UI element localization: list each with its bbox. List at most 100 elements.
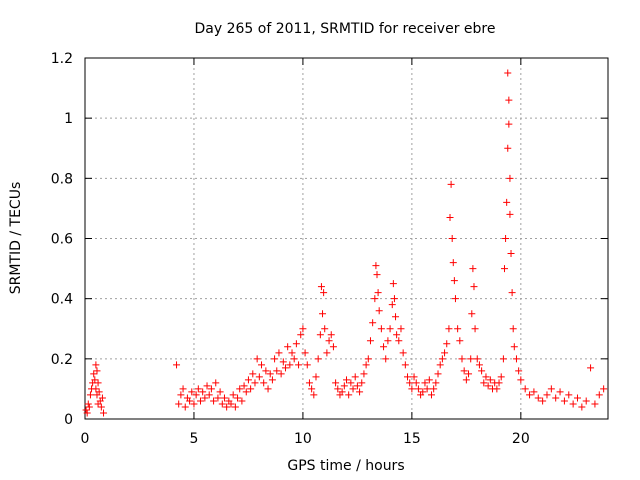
data-point	[473, 355, 481, 363]
data-point	[499, 355, 507, 363]
data-point	[386, 325, 394, 333]
data-point	[97, 403, 105, 411]
data-point	[521, 385, 529, 393]
data-point	[506, 174, 514, 182]
data-point	[190, 400, 198, 408]
data-point	[446, 213, 454, 221]
data-point	[468, 310, 476, 318]
data-point	[92, 361, 100, 369]
data-point	[264, 385, 272, 393]
x-tick-label: 15	[403, 431, 421, 447]
data-point	[478, 367, 486, 375]
data-point	[556, 388, 564, 396]
data-point	[369, 319, 377, 327]
data-point	[284, 343, 292, 351]
data-point	[84, 400, 92, 408]
data-point	[262, 367, 270, 375]
data-point	[253, 355, 261, 363]
data-point	[460, 367, 468, 375]
data-point	[251, 379, 259, 387]
y-axis: 0 0.2 0.4 0.6 0.8 1 1.2	[51, 51, 608, 428]
data-point	[360, 370, 368, 378]
data-point	[196, 397, 204, 405]
data-point	[353, 382, 361, 390]
data-point	[82, 406, 90, 414]
data-point	[95, 388, 103, 396]
data-point	[512, 355, 520, 363]
data-point	[515, 367, 523, 375]
data-point	[552, 394, 560, 402]
data-point	[410, 373, 418, 381]
data-point	[573, 394, 581, 402]
data-point	[258, 361, 266, 369]
data-point	[500, 265, 508, 273]
data-point	[373, 271, 381, 279]
data-point	[569, 400, 577, 408]
data-point	[591, 400, 599, 408]
data-point	[374, 289, 382, 297]
y-tick-label: 1.2	[51, 51, 73, 67]
data-point	[438, 355, 446, 363]
data-point	[406, 379, 414, 387]
data-point	[414, 385, 422, 393]
data-point	[423, 385, 431, 393]
data-point	[201, 394, 209, 402]
data-point	[505, 96, 513, 104]
data-point	[199, 388, 207, 396]
data-point	[397, 325, 405, 333]
data-point	[432, 379, 440, 387]
data-point	[351, 373, 359, 381]
data-point	[317, 283, 325, 291]
data-point	[401, 361, 409, 369]
data-point	[434, 370, 442, 378]
data-point	[314, 355, 322, 363]
data-point	[236, 385, 244, 393]
data-point	[86, 391, 94, 399]
data-point	[220, 394, 228, 402]
data-point	[303, 361, 311, 369]
data-point	[507, 250, 515, 258]
data-point	[192, 391, 200, 399]
data-point	[229, 391, 237, 399]
data-point	[508, 289, 516, 297]
data-point	[177, 391, 185, 399]
data-point	[227, 400, 235, 408]
data-point	[393, 331, 401, 339]
data-point	[92, 385, 100, 393]
data-point	[268, 376, 276, 384]
data-point	[495, 379, 503, 387]
data-point	[421, 379, 429, 387]
data-point	[234, 394, 242, 402]
data-point	[240, 382, 248, 390]
data-point	[349, 385, 357, 393]
data-point	[526, 391, 534, 399]
data-point	[377, 325, 385, 333]
data-point	[205, 391, 213, 399]
data-point	[467, 355, 475, 363]
data-point	[530, 388, 538, 396]
data-point	[372, 262, 380, 270]
data-point	[371, 295, 379, 303]
y-tick-label: 0.4	[51, 292, 73, 308]
data-point	[384, 337, 392, 345]
data-point	[451, 295, 459, 303]
data-point	[271, 355, 279, 363]
data-point	[503, 198, 511, 206]
y-tick-label: 0	[64, 412, 73, 428]
data-point	[312, 373, 320, 381]
x-tick-label: 5	[189, 431, 198, 447]
data-point	[186, 397, 194, 405]
data-point	[90, 370, 98, 378]
data-point	[203, 382, 211, 390]
data-point	[325, 337, 333, 345]
x-tick-label: 20	[512, 431, 530, 447]
data-point	[375, 307, 383, 315]
data-point	[427, 391, 435, 399]
x-axis-label: GPS time / hours	[287, 458, 404, 474]
data-point	[471, 325, 479, 333]
data-point	[188, 388, 196, 396]
data-point	[470, 283, 478, 291]
data-point	[242, 388, 250, 396]
y-tick-label: 0.6	[51, 232, 73, 248]
data-point	[255, 373, 263, 381]
